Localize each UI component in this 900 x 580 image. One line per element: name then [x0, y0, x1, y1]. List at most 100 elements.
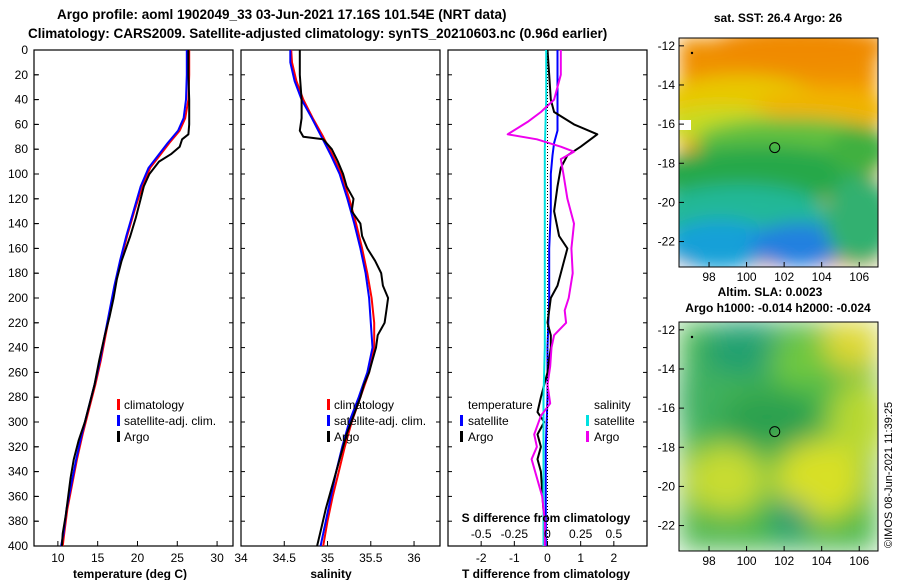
- depth-tick-label: 240: [8, 341, 28, 355]
- depth-tick-label: 160: [8, 241, 28, 255]
- sla-map-image: [679, 322, 878, 551]
- timestamp-stamp: ©IMOS 08-Jun-2021 11:39:25: [883, 402, 895, 548]
- legend-satellite-swatch: [327, 415, 330, 426]
- argo-location-marker: [769, 142, 781, 154]
- legend-argo-swatch: [117, 431, 120, 442]
- map-y-tick-label: -12: [658, 323, 676, 337]
- depth-tick-label: 140: [8, 217, 28, 231]
- temperature-plot: 10 15 20 25 30: [34, 49, 233, 565]
- legend-satellite-label: satellite-adj. clim.: [124, 414, 216, 428]
- map-y-tick-label: -18: [658, 156, 676, 170]
- x-tick-label: -2: [476, 551, 487, 565]
- map-y-tick-label: -16: [658, 401, 676, 415]
- x-tick-label: 1: [577, 551, 584, 565]
- depth-tick-label: 200: [8, 291, 28, 305]
- map-x-tick-label: 106: [849, 270, 869, 284]
- sla-map-frame: [678, 321, 879, 552]
- t-difference-xlabel: T difference from climatology: [462, 567, 630, 580]
- salinity-plot: 34 34.5 35 35.5 36: [234, 49, 440, 565]
- depth-tick-label: 260: [8, 365, 28, 379]
- sst-map-frame: [678, 37, 879, 268]
- depth-tick-label: 20: [15, 68, 29, 82]
- series-line-satellite-adj-clim-: [60, 50, 188, 547]
- salinity-xlabel: salinity: [310, 567, 352, 580]
- map-y-tick-label: -20: [658, 479, 676, 493]
- sla-map-title: Altim. SLA: 0.0023: [718, 285, 823, 299]
- map-x-tick-label: 106: [849, 554, 869, 568]
- map-y-tick-label: -18: [658, 440, 676, 454]
- legend-t-argo-swatch: [460, 431, 463, 442]
- map-y-tick-label: -14: [658, 362, 676, 376]
- depth-tick-label: 0: [21, 43, 28, 57]
- x-tick-label: 10: [51, 551, 65, 565]
- x-tick-label: 0: [544, 551, 551, 565]
- depth-tick-label: 400: [8, 539, 28, 553]
- map-x-tick-label: 102: [774, 554, 794, 568]
- legend-temperature-title: temperature: [468, 398, 533, 412]
- legend-argo-label: Argo: [334, 430, 360, 444]
- sst-map-image: [679, 38, 878, 267]
- depth-tick-label: 180: [8, 266, 28, 280]
- x-tick-label: -1: [509, 551, 520, 565]
- difference-legend: temperature satellite Argo salinity sate…: [460, 398, 635, 444]
- depth-tick-label: 100: [8, 167, 28, 181]
- s-difference-xlabel: S difference from climatology: [462, 511, 631, 525]
- depth-tick-label: 60: [15, 117, 29, 131]
- series-line-climatology: [290, 49, 376, 547]
- sst-map-axes: 98 100 102 104 106 -12 -14 -16 -18 -20 -22: [658, 39, 870, 284]
- depth-tick-label: 360: [8, 489, 28, 503]
- x-tick-label: 20: [131, 551, 145, 565]
- header-line-1: Argo profile: aoml 1902049_33 03-Jun-202…: [57, 7, 506, 22]
- map-x-tick-label: 100: [737, 554, 757, 568]
- depth-tick-label: 120: [8, 192, 28, 206]
- s-diff-tick-label: 0.5: [605, 527, 622, 541]
- series-line-temperature-argo: [536, 49, 599, 546]
- temperature-panel-frame: [33, 49, 234, 547]
- salinity-panel-frame: [240, 49, 441, 547]
- map-x-tick-label: 100: [737, 270, 757, 284]
- map-y-tick-label: -22: [658, 235, 676, 249]
- depth-tick-label: 40: [15, 93, 29, 107]
- x-tick-label: 36: [407, 551, 421, 565]
- x-tick-label: 2: [610, 551, 617, 565]
- sst-map-title: sat. SST: 26.4 Argo: 26: [714, 11, 843, 25]
- legend-s-argo-label: Argo: [594, 430, 620, 444]
- sla-map-axes: 98 100 102 104 106 -12 -14 -16 -18 -20 -22: [658, 323, 870, 568]
- legend-s-argo-swatch: [586, 431, 589, 442]
- depth-tick-label: 340: [8, 465, 28, 479]
- depth-tick-label: 220: [8, 316, 28, 330]
- map-y-tick-label: -14: [658, 78, 676, 92]
- difference-plot: -2 -1 0 1 2 -0.5 -0.25 0 0.25 0.5: [448, 49, 647, 565]
- legend-climatology-swatch: [117, 399, 120, 410]
- depth-tick-label: 80: [15, 142, 29, 156]
- series-line-salinity-argo: [506, 50, 575, 546]
- series-line-temperature-satellite: [544, 50, 559, 546]
- legend-satellite-label: satellite-adj. clim.: [334, 414, 426, 428]
- depth-axis: 0 20 40 60 80 100 120 140 160 180 200 220 240 260 280 3…: [8, 43, 39, 553]
- x-tick-label: 15: [91, 551, 105, 565]
- island-dot: [690, 51, 694, 55]
- map-x-tick-label: 104: [812, 270, 832, 284]
- legend-s-satellite-swatch: [586, 415, 589, 426]
- s-diff-tick-label: 0: [544, 527, 551, 541]
- legend-climatology-swatch: [327, 399, 330, 410]
- map-y-tick-label: -16: [658, 117, 676, 131]
- s-diff-tick-label: -0.5: [471, 527, 492, 541]
- legend-argo-label: Argo: [124, 430, 150, 444]
- series-line-salinity-satellite: [542, 50, 548, 546]
- x-tick-label: 34.5: [273, 551, 297, 565]
- map-y-tick-label: -20: [658, 195, 676, 209]
- series-line-climatology: [61, 50, 191, 547]
- map-x-tick-label: 102: [774, 270, 794, 284]
- depth-tick-label: 380: [8, 514, 28, 528]
- depth-tick-label: 320: [8, 440, 28, 454]
- x-tick-label: 25: [171, 551, 185, 565]
- map-x-tick-label: 104: [812, 554, 832, 568]
- x-tick-label: 30: [210, 551, 224, 565]
- depth-tick-label: 300: [8, 415, 28, 429]
- salinity-legend: climatology satellite-adj. clim. Argo: [327, 398, 426, 444]
- map-y-tick-label: -22: [658, 519, 676, 533]
- series-line-argo: [60, 50, 191, 547]
- series-line-argo: [298, 50, 390, 547]
